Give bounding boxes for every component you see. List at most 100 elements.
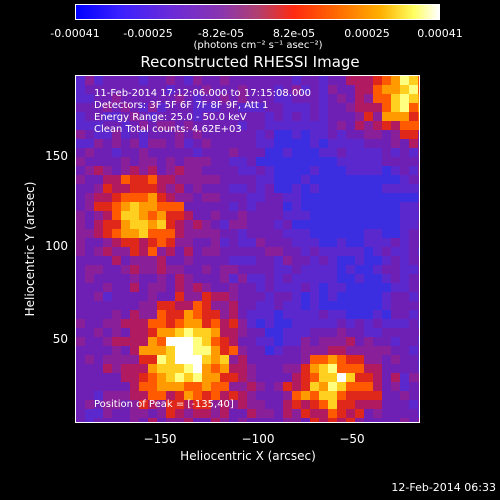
heatmap-cell [211, 139, 220, 148]
heatmap-cell [346, 139, 355, 148]
heatmap-cell [400, 337, 409, 346]
heatmap-cell [310, 382, 319, 391]
heatmap-cell [148, 328, 157, 337]
heatmap-cell [400, 202, 409, 211]
heatmap-cell [328, 193, 337, 202]
heatmap-cell [256, 76, 265, 85]
heatmap-cell [148, 94, 157, 103]
heatmap-cell [373, 319, 382, 328]
heatmap-cell [400, 283, 409, 292]
heatmap-cell [157, 247, 166, 256]
heatmap-cell [148, 202, 157, 211]
heatmap-cell [220, 121, 229, 130]
heatmap-cell [355, 211, 364, 220]
heatmap-cell [301, 328, 310, 337]
heatmap-cell [175, 166, 184, 175]
heatmap-cell [391, 274, 400, 283]
heatmap-cell [247, 409, 256, 418]
heatmap-cell [265, 337, 274, 346]
heatmap-cell [94, 121, 103, 130]
heatmap-cell [283, 292, 292, 301]
heatmap-cell [373, 166, 382, 175]
heatmap-cell [112, 400, 121, 409]
heatmap-cell [247, 310, 256, 319]
heatmap-cell [193, 139, 202, 148]
heatmap-cell [319, 355, 328, 364]
heatmap-cell [211, 202, 220, 211]
heatmap-cell [364, 211, 373, 220]
heatmap-cell [256, 400, 265, 409]
heatmap-cell [76, 238, 85, 247]
heatmap-cell [220, 301, 229, 310]
heatmap-cell [355, 166, 364, 175]
plot-area: 11-Feb-2014 17:12:06.000 to 17:15:08.000… [75, 75, 420, 423]
heatmap-cell [283, 157, 292, 166]
heatmap-cell [238, 76, 247, 85]
heatmap-cell [139, 364, 148, 373]
heatmap-cell [355, 220, 364, 229]
heatmap-cell [112, 373, 121, 382]
heatmap-cell [292, 382, 301, 391]
heatmap-cell [301, 364, 310, 373]
heatmap-cell [256, 265, 265, 274]
heatmap-cell [337, 193, 346, 202]
heatmap-cell [157, 130, 166, 139]
heatmap-cell [310, 76, 319, 85]
heatmap-cell [418, 283, 419, 292]
heatmap-cell [382, 130, 391, 139]
heatmap-cell [355, 247, 364, 256]
heatmap-cell [211, 382, 220, 391]
heatmap-cell [256, 166, 265, 175]
heatmap-cell [346, 175, 355, 184]
heatmap-cell [139, 220, 148, 229]
heatmap-cell [175, 355, 184, 364]
heatmap-cell [373, 382, 382, 391]
heatmap-cell [238, 319, 247, 328]
heatmap-cell [103, 202, 112, 211]
heatmap-cell [328, 373, 337, 382]
heatmap-cell [256, 103, 265, 112]
heatmap-cell [130, 328, 139, 337]
heatmap-cell [193, 193, 202, 202]
heatmap-cell [418, 292, 419, 301]
heatmap-cell [382, 229, 391, 238]
heatmap-cell [292, 229, 301, 238]
heatmap-cell [211, 211, 220, 220]
heatmap-cell [292, 400, 301, 409]
heatmap-cell [175, 220, 184, 229]
heatmap-cell [409, 175, 418, 184]
heatmap-cell [409, 166, 418, 175]
heatmap-cell [355, 265, 364, 274]
heatmap-cell [418, 301, 419, 310]
heatmap-cell [193, 229, 202, 238]
heatmap-cell [382, 319, 391, 328]
heatmap-cell [400, 166, 409, 175]
heatmap-cell [112, 184, 121, 193]
heatmap-cell [85, 139, 94, 148]
heatmap-cell [85, 193, 94, 202]
heatmap-cell [220, 211, 229, 220]
heatmap-cell [121, 157, 130, 166]
y-tick-label: 100 [45, 239, 68, 253]
heatmap-cell [211, 229, 220, 238]
heatmap-cell [283, 94, 292, 103]
heatmap-cell [220, 130, 229, 139]
heatmap-cell [229, 184, 238, 193]
heatmap-cell [364, 337, 373, 346]
heatmap-cell [211, 265, 220, 274]
heatmap-cell [229, 76, 238, 85]
heatmap-cell [175, 364, 184, 373]
heatmap-cell [337, 355, 346, 364]
heatmap-cell [391, 76, 400, 85]
heatmap-cell [85, 112, 94, 121]
heatmap-cell [238, 409, 247, 418]
heatmap-cell [157, 157, 166, 166]
heatmap-cell [130, 256, 139, 265]
heatmap-cell [211, 94, 220, 103]
heatmap-cell [103, 139, 112, 148]
heatmap-cell [382, 274, 391, 283]
heatmap-cell [220, 310, 229, 319]
heatmap-cell [355, 301, 364, 310]
heatmap-cell [220, 328, 229, 337]
heatmap-cell [355, 202, 364, 211]
